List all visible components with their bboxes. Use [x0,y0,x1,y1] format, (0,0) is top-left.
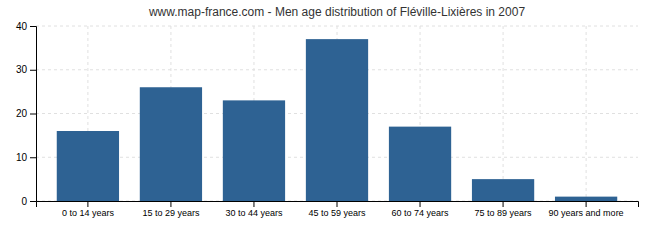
y-tick-label: 0 [21,196,27,207]
grid-line-x [503,26,504,201]
x-tick: 90 years and more [549,201,624,218]
bar [57,131,119,201]
y-tick-mark [30,26,36,27]
y-tick-mark [30,70,36,71]
y-tick: 10 [16,152,36,163]
x-tick-mark [337,201,338,207]
x-tick-mark [420,201,421,207]
y-tick-label: 30 [16,64,28,75]
x-tick-mark [586,201,587,207]
x-tick: 15 to 29 years [142,201,200,218]
x-tick-mark [253,201,254,207]
chart: www.map-france.com - Men age distributio… [0,0,650,229]
x-tick-mark [503,201,504,207]
x-tick-mark [170,201,171,207]
x-tick: 45 to 59 years [308,201,366,218]
y-tick-mark [30,114,36,115]
x-tick: 30 to 44 years [225,201,283,218]
bars [57,39,617,201]
x-tick-label: 60 to 74 years [392,208,450,218]
y-tick: 30 [16,64,36,75]
bar [306,39,368,201]
bar [555,197,617,201]
x-axis: 0 to 14 years 15 to 29 years 30 to 44 year… [37,201,639,218]
title: www.map-france.com - Men age distributio… [148,5,525,19]
x-tick-mark [87,201,88,207]
y-tick-mark [30,157,36,158]
y-tick-label: 40 [16,21,28,32]
x-tick: 60 to 74 years [392,201,450,218]
x-tick-label: 0 to 14 years [62,208,115,218]
y-tick-label: 20 [16,108,28,119]
y-axis-line [30,27,37,202]
bar [472,179,534,201]
grid-line-x [586,26,587,201]
x-tick-label: 30 to 44 years [225,208,283,218]
bar [389,127,451,201]
x-tick-label: 15 to 29 years [142,208,200,218]
y-axis: 0 10 20 30 40 [16,21,37,207]
plot: 0 to 14 years 15 to 29 years 30 to 44 year… [16,21,639,219]
y-tick-mark [30,201,36,202]
y-tick: 0 [21,196,36,207]
x-tick: 0 to 14 years [62,201,115,218]
x-tick: 75 to 89 years [475,201,533,218]
y-tick: 20 [16,108,36,119]
bar [223,100,285,201]
x-axis-line [37,202,639,208]
x-tick-label: 75 to 89 years [475,208,533,218]
x-tick-label: 90 years and more [549,208,624,218]
grid [36,26,638,201]
x-tick-label: 45 to 59 years [308,208,366,218]
y-tick: 40 [16,21,36,32]
bar [140,87,202,201]
y-tick-label: 10 [16,152,28,163]
